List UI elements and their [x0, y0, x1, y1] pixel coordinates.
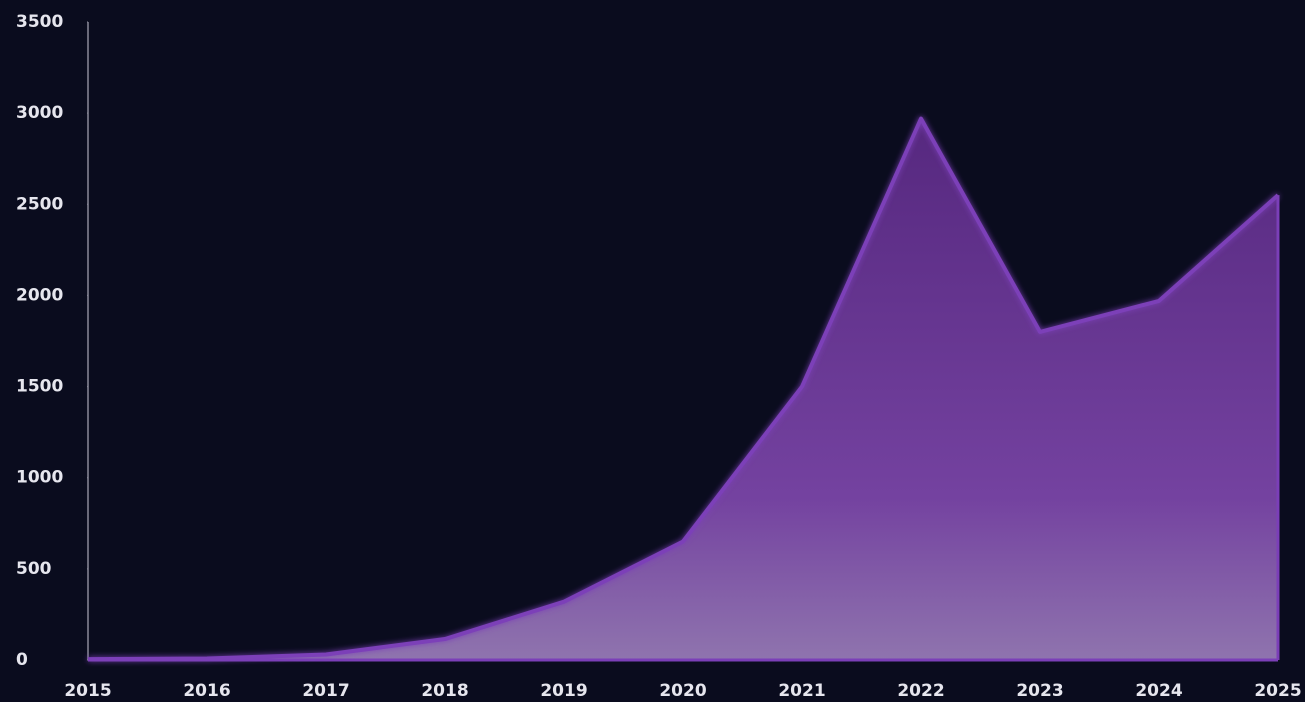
- x-tick-label: 2015: [64, 681, 111, 701]
- x-tick-label: 2022: [897, 681, 944, 701]
- y-tick-label: 2500: [16, 194, 63, 214]
- x-tick-label: 2024: [1135, 681, 1182, 701]
- area: [88, 118, 1278, 660]
- y-tick-label: 2000: [16, 285, 63, 305]
- y-tick-label: 500: [16, 559, 52, 579]
- y-tick-label: 3500: [16, 12, 63, 32]
- x-tick-label: 2019: [540, 681, 587, 701]
- x-tick-label: 2021: [778, 681, 825, 701]
- x-tick-label: 2023: [1016, 681, 1063, 701]
- y-tick-label: 1000: [16, 468, 63, 488]
- x-tick-label: 2016: [183, 681, 230, 701]
- x-tick-label: 2017: [302, 681, 349, 701]
- line: [87, 116, 1280, 662]
- x-tick-label: 2025: [1254, 681, 1301, 701]
- y-tick-label: 1500: [16, 377, 63, 397]
- x-tick-label: 2018: [421, 681, 468, 701]
- x-tick-label: 2020: [659, 681, 706, 701]
- y-tick-label: 3000: [16, 103, 63, 123]
- y-tick-label: 0: [16, 650, 28, 670]
